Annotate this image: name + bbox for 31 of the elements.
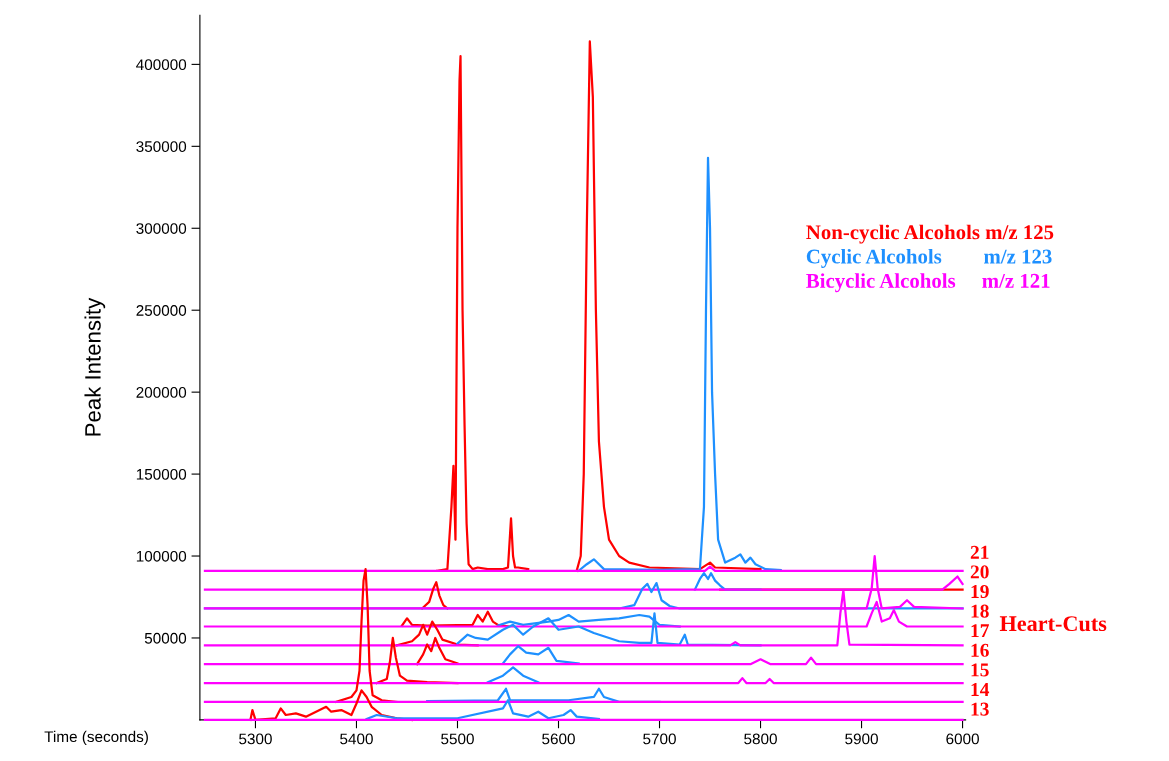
x-tick-label: 5500 [441,733,474,745]
x-tick-label: 5700 [643,733,676,745]
text: 17 [971,624,989,638]
text: 20 [970,565,989,579]
text: 14 [971,683,990,696]
y-tick-label: 50000 [144,632,187,644]
y-tick-label: 350000 [136,141,187,153]
y-tick-label: 300000 [136,223,187,234]
y-tick-label: 250000 [136,305,187,316]
text: 13 [971,702,989,716]
text: Heart-Cuts [999,616,1107,632]
x-tick-label: 5400 [340,733,373,745]
text: 15 [971,663,989,677]
x-tick-label: 5900 [845,733,878,745]
x-tick-label: 6000 [946,733,979,745]
text: Bicyclic Alcohols m/z 121 [806,273,1050,293]
x-tick-label: 5800 [744,733,777,745]
text: 16 [971,643,989,657]
y-axis-title: Peak Intensity [84,297,106,436]
y-tick-label: 150000 [136,468,187,480]
text: Cyclic Alcohols m/z 123 [806,248,1052,268]
text: Non-cyclic Alcohols m/z 125 [806,224,1054,244]
y-tick-label: 200000 [136,387,187,398]
x-axis-title: Time (seconds) [44,730,148,746]
text: 21 [970,545,989,559]
x-tick-label: 5600 [542,733,575,745]
y-tick-label: 400000 [136,59,187,71]
x-tick-label: 5300 [239,733,272,745]
text: 18 [971,604,989,618]
y-tick-label: 100000 [136,550,187,562]
text: 19 [971,585,989,599]
